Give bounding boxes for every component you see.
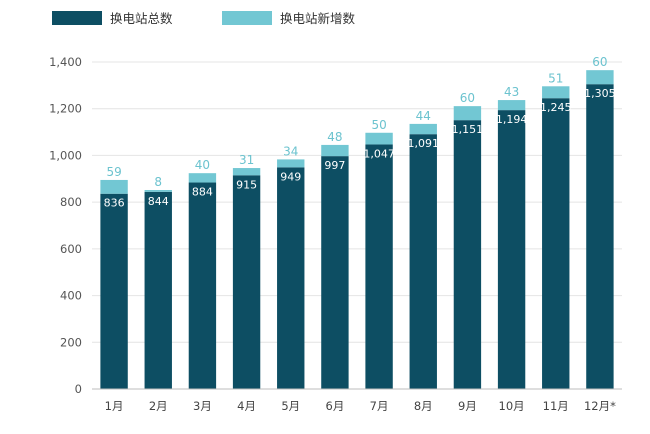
increase-value-label: 43: [504, 85, 519, 99]
total-value-label: 949: [280, 170, 301, 183]
y-tick-label: 200: [60, 335, 82, 349]
bar-total: [144, 191, 172, 389]
data-labels: 836 59 844 8 884 40 915 31 949 34 997 48 1,047 50 1,09…: [104, 55, 616, 210]
x-tick-label: 2月: [149, 399, 168, 413]
x-tick-label: 9月: [458, 399, 477, 413]
total-value-label: 884: [192, 186, 213, 199]
bar-total: [277, 167, 305, 389]
bar-increase: [232, 168, 261, 176]
increase-value-label: 51: [548, 71, 563, 85]
bars: [100, 70, 614, 390]
y-tick-label: 0: [75, 382, 82, 396]
total-value-label: 1,091: [408, 137, 440, 150]
y-tick-label: 400: [60, 289, 82, 303]
y-tick-label: 1,200: [49, 102, 82, 116]
increase-value-label: 34: [283, 144, 298, 158]
legend-label-total: 换电站总数: [110, 11, 173, 26]
bar-total: [100, 193, 128, 389]
bar-total: [409, 134, 437, 389]
y-tick-label: 800: [60, 195, 82, 209]
bar-increase: [277, 159, 305, 168]
total-value-label: 997: [324, 159, 345, 172]
legend-item-total: 换电站总数: [52, 11, 173, 26]
y-tick-label: 600: [60, 242, 82, 256]
increase-value-label: 40: [195, 158, 210, 172]
legend: 换电站总数 换电站新增数: [52, 11, 356, 26]
increase-value-label: 59: [106, 165, 121, 179]
bar-total: [542, 98, 570, 389]
increase-value-label: 48: [327, 130, 342, 144]
legend-label-increase: 换电站新增数: [280, 11, 356, 26]
total-value-label: 844: [148, 195, 169, 208]
x-tick-label: 5月: [281, 399, 300, 413]
bar-increase: [100, 179, 128, 194]
bar-increase: [409, 123, 437, 135]
increase-value-label: 44: [416, 109, 431, 123]
increase-value-label: 60: [592, 55, 607, 69]
bar-increase: [144, 189, 172, 192]
x-tick-label: 8月: [414, 399, 433, 413]
x-tick-label: 3月: [193, 399, 212, 413]
bar-increase: [497, 100, 526, 111]
total-value-label: 915: [236, 178, 257, 191]
bar-increase: [453, 106, 482, 121]
bar-increase: [586, 70, 614, 85]
total-value-label: 1,305: [584, 87, 616, 100]
bar-total: [586, 84, 614, 390]
x-tick-label: 11月: [543, 399, 569, 413]
bar-increase: [321, 144, 349, 157]
increase-value-label: 50: [371, 118, 386, 132]
x-tick-label: 4月: [237, 399, 256, 413]
total-value-label: 1,245: [540, 101, 572, 114]
bar-total: [365, 144, 393, 389]
total-value-label: 1,194: [496, 113, 528, 126]
y-tick-label: 1,400: [49, 55, 82, 69]
bar-increase: [365, 132, 393, 145]
bar-total: [453, 120, 482, 389]
total-value-label: 1,151: [452, 123, 484, 136]
increase-value-label: 8: [154, 175, 162, 189]
bar-increase: [188, 173, 217, 183]
x-axis: 1月 2月 3月 4月 5月 6月 7月 8月 9月 10月 11月 12月*: [92, 388, 622, 413]
y-tick-label: 1,000: [49, 148, 82, 162]
total-value-label: 836: [104, 197, 125, 210]
increase-value-label: 31: [239, 153, 254, 167]
y-axis: 0 200 400 600 800 1,000 1,200 1,400: [49, 55, 82, 396]
increase-value-label: 60: [460, 91, 475, 105]
legend-swatch-total: [52, 11, 102, 25]
total-value-label: 1,047: [363, 147, 395, 160]
legend-swatch-increase: [222, 11, 272, 25]
bar-total: [188, 182, 217, 389]
x-tick-label: 6月: [326, 399, 345, 413]
x-tick-label: 1月: [105, 399, 124, 413]
bar-total: [232, 175, 261, 389]
x-tick-label: 12月*: [584, 399, 616, 413]
x-tick-label: 10月: [499, 399, 525, 413]
gridlines: [92, 61, 622, 343]
bar-total: [497, 110, 526, 389]
bar-increase: [542, 86, 570, 99]
x-tick-label: 7月: [370, 399, 389, 413]
legend-item-increase: 换电站新增数: [222, 11, 356, 26]
bar-total: [321, 156, 349, 389]
